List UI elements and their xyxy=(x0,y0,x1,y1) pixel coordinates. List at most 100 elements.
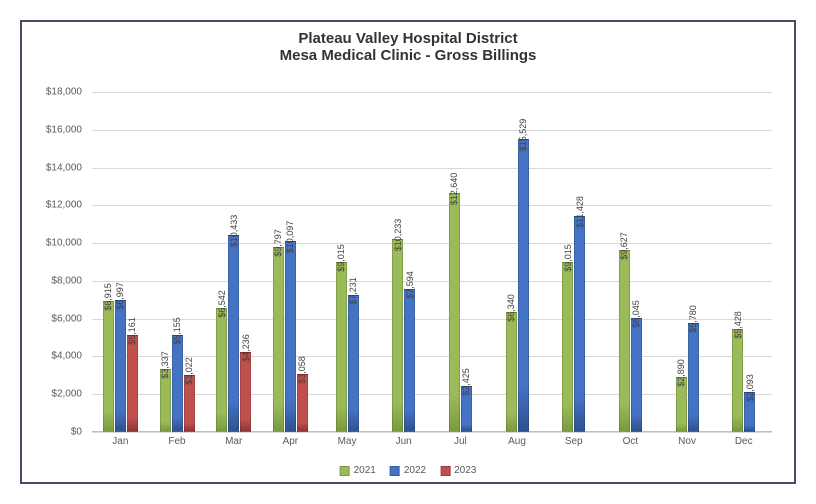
title-line-2: Mesa Medical Clinic - Gross Billings xyxy=(22,47,794,64)
bar-value-label: $2,093 xyxy=(745,375,755,403)
month-group: $6,542$10,433$4,236 xyxy=(205,92,262,432)
bar-2021: $12,640 xyxy=(449,193,460,432)
legend-label: 2022 xyxy=(404,465,426,476)
y-tick-label: $16,000 xyxy=(46,124,82,135)
month-group: $6,915$6,997$5,161 xyxy=(92,92,149,432)
bar-value-label: $4,236 xyxy=(241,334,251,362)
bar-2021: $10,233 xyxy=(392,239,403,432)
month-group: $9,627$6,045 xyxy=(602,92,659,432)
chart-title: Plateau Valley Hospital District Mesa Me… xyxy=(22,22,794,64)
bar-2022: $10,433 xyxy=(228,235,239,432)
bar-2022: $15,529 xyxy=(518,139,529,432)
x-tick-label: Dec xyxy=(715,436,772,447)
bar-2021: $3,337 xyxy=(160,369,171,432)
y-tick-label: $14,000 xyxy=(46,162,82,173)
bar-2023: $5,161 xyxy=(127,335,138,432)
bar-value-label: $6,542 xyxy=(217,291,227,319)
bar-2023: $4,236 xyxy=(240,352,251,432)
grid-line xyxy=(92,432,772,433)
bar-value-label: $2,890 xyxy=(676,360,686,388)
bar-2021: $9,015 xyxy=(336,262,347,432)
month-group: $12,640$2,425 xyxy=(432,92,489,432)
y-tick-label: $2,000 xyxy=(51,389,82,400)
bar-2021: $6,915 xyxy=(103,301,114,432)
bar-2022: $5,155 xyxy=(172,335,183,432)
bar-2021: $5,428 xyxy=(732,329,743,432)
x-tick-label: Feb xyxy=(149,436,206,447)
legend-label: 2021 xyxy=(354,465,376,476)
bar-value-label: $5,155 xyxy=(172,317,182,345)
legend: 2021 2022 2023 xyxy=(340,465,477,476)
x-tick-label: Sep xyxy=(545,436,602,447)
bar-value-label: $11,428 xyxy=(575,196,585,228)
x-tick-label: Oct xyxy=(602,436,659,447)
legend-swatch xyxy=(390,466,400,476)
chart-frame: Plateau Valley Hospital District Mesa Me… xyxy=(20,20,796,484)
bar-2021: $9,015 xyxy=(562,262,573,432)
bar-value-label: $15,529 xyxy=(518,118,528,151)
bar-2022: $7,594 xyxy=(404,289,415,432)
y-tick-label: $10,000 xyxy=(46,238,82,249)
bar-2022: $7,231 xyxy=(348,295,359,432)
bar-2021: $6,542 xyxy=(216,308,227,432)
legend-item-2022: 2022 xyxy=(390,465,426,476)
month-group: $3,337$5,155$3,022 xyxy=(149,92,206,432)
title-line-1: Plateau Valley Hospital District xyxy=(22,30,794,47)
bar-2022: $6,997 xyxy=(115,300,126,432)
bar-value-label: $7,594 xyxy=(405,271,415,299)
bar-value-label: $5,428 xyxy=(733,312,743,340)
bar-value-label: $2,425 xyxy=(461,368,471,396)
bar-value-label: $3,337 xyxy=(160,351,170,379)
bar-2022: $11,428 xyxy=(574,216,585,432)
bar-2023: $3,058 xyxy=(297,374,308,432)
bar-value-label: $6,045 xyxy=(631,300,641,328)
y-tick-label: $6,000 xyxy=(51,313,82,324)
bar-value-label: $6,997 xyxy=(115,282,125,310)
month-group: $10,233$7,594 xyxy=(375,92,432,432)
x-tick-label: Jun xyxy=(375,436,432,447)
bar-2022: $5,780 xyxy=(688,323,699,432)
bar-2022: $2,093 xyxy=(744,392,755,432)
bar-2022: $2,425 xyxy=(461,386,472,432)
month-group: $9,015$11,428 xyxy=(545,92,602,432)
y-tick-label: $18,000 xyxy=(46,87,82,98)
x-tick-label: Aug xyxy=(489,436,546,447)
month-group: $9,015$7,231 xyxy=(319,92,376,432)
x-tick-label: Jan xyxy=(92,436,149,447)
bar-value-label: $9,015 xyxy=(563,244,573,272)
bar-value-label: $10,097 xyxy=(285,221,295,254)
bar-value-label: $5,161 xyxy=(127,317,137,345)
bar-2023: $3,022 xyxy=(184,375,195,432)
x-axis-labels: JanFebMarAprMayJunJulAugSepOctNovDec xyxy=(92,436,772,447)
legend-item-2023: 2023 xyxy=(440,465,476,476)
bar-value-label: $6,340 xyxy=(506,294,516,322)
legend-swatch xyxy=(440,466,450,476)
x-tick-label: Jul xyxy=(432,436,489,447)
x-tick-label: Apr xyxy=(262,436,319,447)
legend-label: 2023 xyxy=(454,465,476,476)
x-tick-label: Mar xyxy=(205,436,262,447)
legend-swatch xyxy=(340,466,350,476)
bar-value-label: $3,022 xyxy=(184,357,194,385)
bar-value-label: $3,058 xyxy=(297,356,307,384)
bar-2022: $10,097 xyxy=(285,241,296,432)
month-group: $5,428$2,093 xyxy=(715,92,772,432)
bar-2021: $9,797 xyxy=(273,247,284,432)
y-tick-label: $8,000 xyxy=(51,275,82,286)
x-tick-label: Nov xyxy=(659,436,716,447)
bar-2022: $6,045 xyxy=(631,318,642,432)
bar-value-label: $9,015 xyxy=(336,244,346,272)
y-tick-label: $0 xyxy=(71,427,82,438)
bar-value-label: $12,640 xyxy=(449,173,459,206)
month-group: $9,797$10,097$3,058 xyxy=(262,92,319,432)
bar-value-label: $7,231 xyxy=(348,278,358,306)
bar-value-label: $9,627 xyxy=(619,232,629,260)
bar-2021: $9,627 xyxy=(619,250,630,432)
x-tick-label: May xyxy=(319,436,376,447)
bar-value-label: $9,797 xyxy=(273,229,283,257)
y-tick-label: $4,000 xyxy=(51,351,82,362)
month-group: $2,890$5,780 xyxy=(659,92,716,432)
bar-2021: $6,340 xyxy=(506,312,517,432)
bar-value-label: $5,780 xyxy=(688,305,698,333)
legend-item-2021: 2021 xyxy=(340,465,376,476)
